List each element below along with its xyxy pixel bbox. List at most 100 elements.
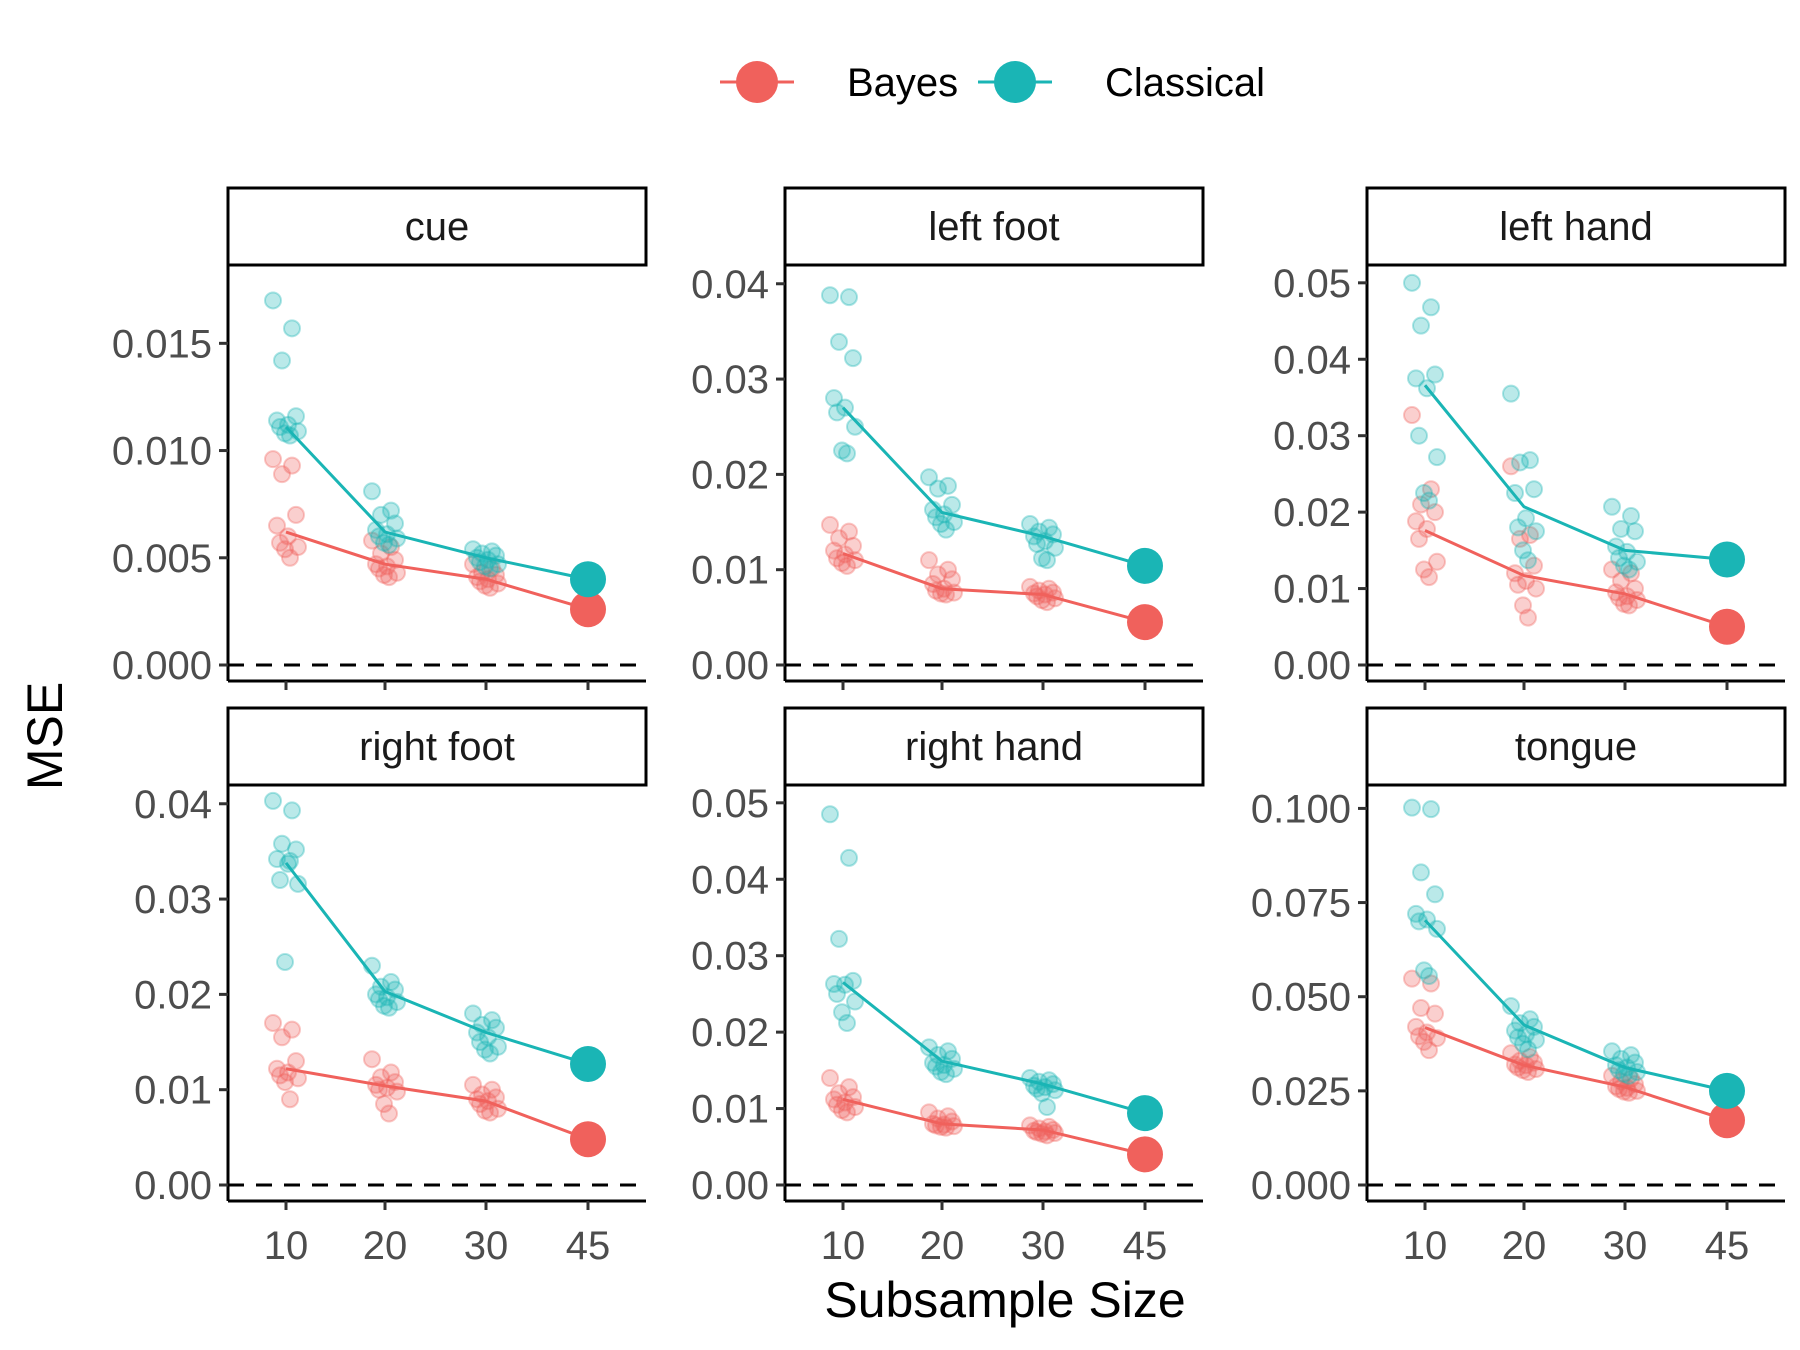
data-point-classical — [1521, 451, 1539, 470]
strip-label-left-hand: left hand — [1499, 205, 1652, 249]
x-axis-title: Subsample Size — [824, 1272, 1185, 1328]
data-point-bayes — [1407, 1017, 1425, 1036]
full-sample-point-classical — [1127, 547, 1163, 584]
data-point-classical — [481, 1044, 499, 1063]
data-point-classical — [1527, 1031, 1545, 1050]
data-point-classical — [1403, 798, 1421, 817]
data-point-classical — [833, 1003, 851, 1022]
data-point-bayes — [1620, 596, 1638, 615]
data-point-classical — [1502, 384, 1520, 403]
y-tick-label: 0.02 — [691, 1011, 769, 1055]
legend-label-bayes: Bayes — [847, 61, 958, 105]
data-point-bayes — [1622, 1069, 1640, 1088]
data-point-classical — [1410, 426, 1428, 445]
y-tick-label: 0.03 — [691, 358, 769, 402]
data-point-bayes — [1426, 503, 1444, 522]
strip-label-right-foot: right foot — [359, 725, 515, 769]
data-point-bayes — [1509, 575, 1527, 594]
data-point-bayes — [1622, 564, 1640, 583]
y-tick-label: 0.02 — [691, 453, 769, 497]
data-point-bayes — [1410, 529, 1428, 548]
data-point-classical — [1415, 484, 1433, 503]
y-tick-label: 0.050 — [1251, 976, 1351, 1020]
data-point-classical — [287, 840, 305, 859]
data-point-bayes — [1420, 568, 1438, 587]
data-point-classical — [1620, 560, 1638, 579]
data-point-classical — [828, 984, 846, 1003]
data-point-classical — [1426, 885, 1444, 904]
data-point-bayes — [1525, 556, 1543, 575]
y-tick-label: 0.00 — [691, 1164, 769, 1208]
data-point-bayes — [1514, 596, 1532, 615]
data-point-classical — [939, 1042, 957, 1061]
y-tick-label: 0.00 — [134, 1164, 212, 1208]
data-point-classical — [833, 441, 851, 460]
legend-key-dot-bayes — [736, 61, 778, 103]
data-point-bayes — [271, 1066, 289, 1085]
data-point-classical — [380, 535, 398, 554]
y-axis-title: MSE — [17, 682, 73, 790]
data-point-bayes — [1412, 495, 1430, 514]
data-point-classical — [838, 1013, 856, 1032]
y-tick-label: 0.03 — [1273, 415, 1351, 459]
data-point-classical — [1603, 1042, 1621, 1061]
data-point-classical — [287, 407, 305, 426]
data-point-classical — [471, 1033, 489, 1052]
data-point-bayes — [1410, 1027, 1428, 1046]
y-tick-label: 0.03 — [134, 878, 212, 922]
x-tick-label: 45 — [566, 1224, 611, 1268]
data-point-classical — [840, 288, 858, 307]
data-point-bayes — [1426, 1004, 1444, 1023]
data-point-bayes — [273, 1028, 291, 1047]
panel-left-hand: left hand0.000.010.020.030.040.051020304… — [1273, 186, 1787, 748]
mean-line-bayes — [1424, 1026, 1728, 1122]
data-point-classical — [1420, 966, 1438, 985]
full-sample-point-bayes — [570, 1121, 606, 1158]
data-point-bayes — [838, 556, 856, 575]
full-sample-point-classical — [570, 561, 606, 598]
data-point-classical — [830, 929, 848, 948]
data-point-bayes — [375, 565, 393, 584]
data-point-bayes — [380, 1104, 398, 1123]
mean-line-classical — [842, 981, 1146, 1115]
data-point-bayes — [1422, 480, 1440, 499]
data-point-bayes — [830, 1084, 848, 1103]
data-point-classical — [939, 476, 957, 495]
data-point-bayes — [844, 536, 862, 555]
data-point-bayes — [476, 1101, 494, 1120]
mean-line-classical — [1423, 919, 1728, 1093]
strip-label-right-hand: right hand — [905, 725, 1083, 769]
full-sample-point-bayes — [570, 591, 606, 628]
data-point-bayes — [382, 538, 400, 557]
data-point-bayes — [264, 450, 282, 469]
data-point-classical — [1428, 919, 1446, 938]
data-point-classical — [1415, 961, 1433, 980]
x-tick-label: 20 — [920, 1224, 965, 1268]
data-point-classical — [464, 1004, 482, 1023]
data-point-bayes — [1511, 529, 1529, 548]
data-point-bayes — [283, 456, 301, 475]
y-tick-label: 0.04 — [1273, 338, 1351, 382]
data-point-classical — [844, 349, 862, 368]
mean-line-classical — [284, 861, 589, 1066]
data-point-classical — [1428, 448, 1446, 467]
data-point-bayes — [483, 1080, 501, 1099]
data-point-classical — [920, 1038, 938, 1057]
data-point-bayes — [268, 1059, 286, 1078]
strip-box-right-foot — [226, 706, 648, 787]
data-point-bayes — [283, 1020, 301, 1039]
data-point-classical — [1033, 549, 1051, 568]
data-point-classical — [1517, 509, 1535, 528]
x-tick-label: 10 — [821, 1224, 866, 1268]
y-tick-label: 0.03 — [691, 935, 769, 979]
data-point-classical — [375, 533, 393, 552]
y-tick-label: 0.01 — [1273, 568, 1351, 612]
data-point-classical — [840, 848, 858, 867]
data-point-classical — [1514, 541, 1532, 560]
data-point-classical — [283, 801, 301, 820]
mean-line-bayes — [285, 1067, 589, 1141]
data-point-bayes — [281, 548, 299, 567]
strip-box-tongue — [1365, 706, 1787, 787]
data-point-classical — [476, 1040, 494, 1059]
